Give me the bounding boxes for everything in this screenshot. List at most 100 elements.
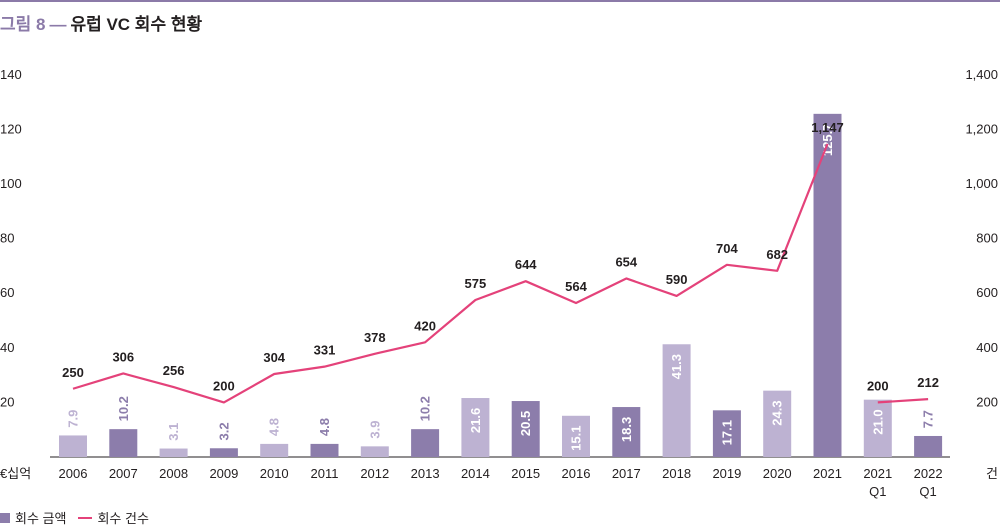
bar	[662, 344, 691, 457]
line-value-label: 575	[465, 276, 487, 291]
bar-value-label: 18.3	[619, 417, 634, 442]
bar-value-label: 41.3	[669, 354, 684, 379]
bar	[914, 435, 943, 457]
y-left-tick-label: 120	[0, 121, 22, 136]
x-tick-label: 2017	[612, 466, 641, 481]
bar	[511, 401, 540, 457]
y-left-tick-label: 40	[0, 340, 14, 355]
bar-value-label: 15.1	[569, 426, 584, 451]
x-tick-label: 2022	[914, 466, 943, 481]
x-tick-label: 2011	[311, 466, 339, 481]
x-tick-label: 2015	[511, 466, 540, 481]
x-tick-label: 2008	[159, 466, 188, 481]
bar-value-label: 3.1	[166, 423, 181, 441]
bar	[209, 448, 238, 457]
y-right-tick-label: 800	[976, 231, 998, 246]
y-right-tick-label: 1,400	[965, 67, 998, 82]
bar-value-label: 10.2	[418, 396, 433, 421]
bar	[461, 398, 490, 457]
legend: 회수 금액 회수 건수	[0, 508, 161, 527]
line-value-label: 420	[414, 318, 436, 333]
figure-number: 그림 8	[0, 15, 46, 34]
series-line	[72, 143, 829, 404]
x-tick-label: 2018	[662, 466, 691, 481]
x-tick-label: 2006	[59, 466, 88, 481]
x-tick-label: Q1	[869, 484, 886, 499]
series-line	[877, 398, 929, 404]
legend-item-bars: 회수 금액	[0, 508, 66, 527]
bar	[612, 407, 641, 457]
bar	[411, 429, 440, 457]
legend-line-label: 회수 건수	[97, 511, 149, 526]
bar	[562, 415, 590, 457]
bar	[109, 429, 138, 457]
bar-value-label: 10.2	[116, 396, 131, 421]
line-value-label: 682	[766, 247, 788, 262]
bar	[159, 448, 188, 457]
bar-value-label: 3.9	[367, 421, 382, 439]
chart-title: 유럽 VC 회수 현황	[70, 15, 203, 34]
line-value-label: 644	[515, 257, 537, 272]
line-value-label: 212	[917, 375, 939, 390]
bar	[863, 399, 892, 457]
legend-bar-label: 회수 금액	[15, 511, 67, 526]
y-right-tick-label: 600	[976, 285, 998, 300]
figure-heading: 그림 8— 유럽 VC 회수 현황	[0, 10, 202, 35]
x-tick-label: 2013	[411, 466, 440, 481]
bar-value-label: 3.2	[216, 422, 231, 440]
bar-value-label: 4.8	[267, 418, 282, 436]
x-tick-label: Q1	[919, 484, 936, 499]
line-value-label: 304	[263, 350, 285, 365]
bar-value-label: 7.9	[66, 410, 81, 428]
bar-value-label: 4.8	[317, 418, 332, 436]
top-rule	[0, 0, 1000, 2]
bar	[712, 410, 741, 457]
bar-value-label: 125.7	[820, 124, 835, 157]
bar-value-label: 7.7	[921, 410, 936, 428]
line-value-label: 704	[716, 241, 738, 256]
bar	[59, 435, 87, 457]
y-right-tick-label: 1,000	[965, 176, 998, 191]
bar-value-label: 17.1	[719, 420, 734, 445]
legend-line-swatch	[78, 516, 93, 519]
line-value-label: 654	[615, 254, 637, 269]
x-tick-label: 2021	[813, 466, 842, 481]
line-value-label: 306	[112, 349, 134, 364]
bar	[360, 446, 389, 457]
x-tick-label: 2010	[260, 466, 289, 481]
bar-value-label: 20.5	[518, 411, 533, 436]
y-right-tick-label: 200	[976, 394, 998, 409]
x-tick-label: 2019	[712, 466, 741, 481]
bar-value-label: 21.0	[870, 409, 885, 434]
line-value-label: 256	[163, 363, 185, 378]
y-left-tick-label: 80	[0, 231, 14, 246]
y-right-tick-label: 400	[976, 340, 998, 355]
line-value-label: 378	[364, 330, 386, 345]
line-value-label: 564	[565, 279, 587, 294]
y-left-tick-label: 140	[0, 67, 22, 82]
line-value-label: 200	[867, 378, 889, 393]
x-tick-label: 2007	[109, 466, 138, 481]
y-left-tick-label: 60	[0, 285, 14, 300]
x-tick-label: 2014	[461, 466, 490, 481]
x-tick-label: 2021	[863, 466, 892, 481]
line-value-label: 590	[666, 272, 688, 287]
bar-value-label: 24.3	[770, 400, 785, 425]
bar	[813, 113, 842, 458]
bar	[260, 443, 289, 457]
y-right-tick-label: 1,200	[965, 121, 998, 136]
chart: 20 40 60 80 100 120 140 €십억 200 400 600 800 1,000 1,2…	[0, 67, 998, 499]
y-left-unit-label: €십억	[0, 466, 31, 481]
x-tick-label: 2009	[209, 466, 238, 481]
y-left-tick-label: 20	[0, 394, 14, 409]
line-value-label: 1,147	[811, 120, 844, 135]
x-tick-label: 2012	[360, 466, 389, 481]
x-tick-label: 2016	[562, 466, 591, 481]
bar-value-label: 21.6	[468, 408, 483, 433]
y-right-unit-label: 건	[986, 466, 998, 481]
figure-dash: —	[49, 15, 67, 34]
bar	[763, 390, 792, 457]
line-value-label: 250	[62, 365, 84, 380]
y-left-tick-label: 100	[0, 176, 22, 191]
legend-bar-swatch	[0, 512, 10, 523]
